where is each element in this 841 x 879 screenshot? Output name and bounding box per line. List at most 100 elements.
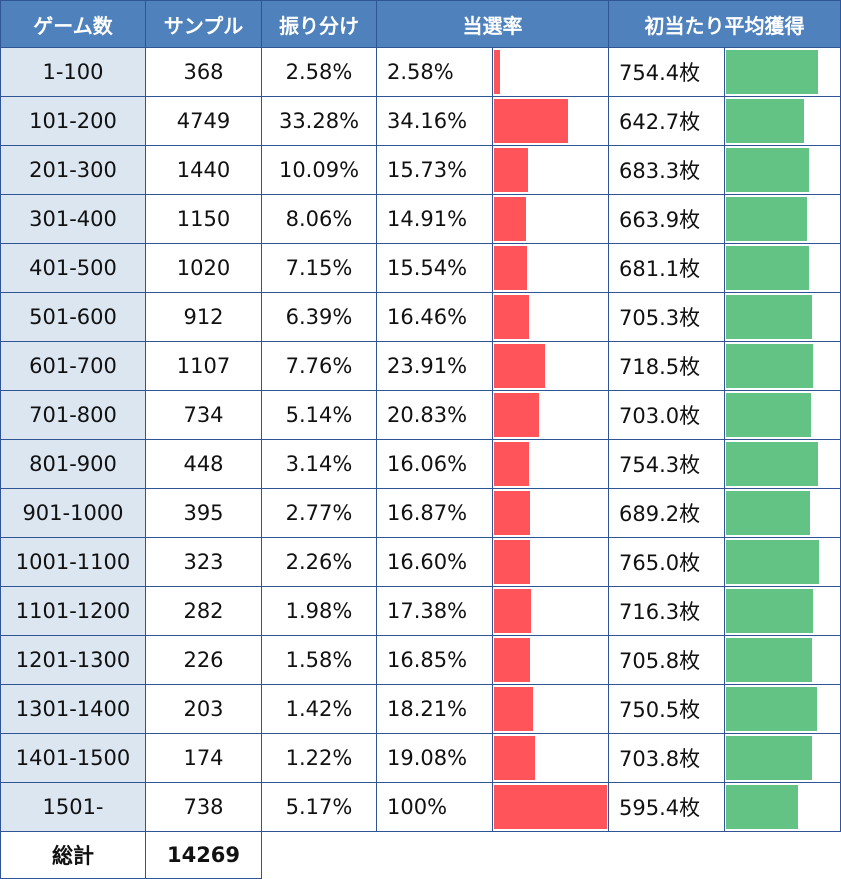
avg-medals-bar	[726, 393, 812, 437]
distribution: 5.14%	[261, 390, 377, 440]
sample-count: 174	[145, 733, 262, 783]
distribution: 10.09%	[261, 145, 377, 195]
avg-medals-bar	[726, 344, 814, 388]
avg-medals-bar	[726, 540, 819, 584]
avg-medals-bar	[726, 148, 810, 192]
distribution: 2.77%	[261, 488, 377, 538]
avg-medals-bar	[726, 785, 799, 829]
game-range: 1501-	[0, 782, 146, 832]
game-range: 701-800	[0, 390, 146, 440]
table-row: 401-500 1020 7.15% 15.54% 681.1枚	[0, 243, 841, 293]
avg-medals: 703.8枚	[608, 733, 725, 783]
sample-count: 226	[145, 635, 262, 685]
sample-count: 395	[145, 488, 262, 538]
table-row: 301-400 1150 8.06% 14.91% 663.9枚	[0, 194, 841, 244]
hit-rate-bar	[494, 785, 607, 829]
avg-medals-bar	[726, 589, 814, 633]
game-range: 601-700	[0, 341, 146, 391]
hit-rate: 16.06%	[376, 439, 493, 489]
hit-rate: 18.21%	[376, 684, 493, 734]
table-row: 801-900 448 3.14% 16.06% 754.3枚	[0, 439, 841, 489]
hit-rate: 16.87%	[376, 488, 493, 538]
hit-rate-bar-cell	[492, 439, 609, 489]
hit-rate-bar	[494, 736, 536, 780]
hit-rate-bar	[494, 246, 528, 290]
game-range: 1401-1500	[0, 733, 146, 783]
hit-rate-bar-cell	[492, 292, 609, 342]
hit-rate-bar-cell	[492, 782, 609, 832]
hit-rate-bar	[494, 344, 546, 388]
total-label: 総計	[0, 831, 146, 879]
avg-medals: 689.2枚	[608, 488, 725, 538]
hit-rate-bar	[494, 393, 539, 437]
hit-rate: 34.16%	[376, 96, 493, 146]
header-distribution: 振り分け	[261, 0, 377, 48]
avg-medals: 705.8枚	[608, 635, 725, 685]
distribution: 7.15%	[261, 243, 377, 293]
hit-rate-bar	[494, 99, 568, 143]
game-range: 901-1000	[0, 488, 146, 538]
hit-rate: 16.46%	[376, 292, 493, 342]
game-range: 301-400	[0, 194, 146, 244]
hit-rate-bar-cell	[492, 194, 609, 244]
hit-rate-bar-cell	[492, 537, 609, 587]
avg-medals-bar-cell	[724, 733, 841, 783]
hit-rate: 19.08%	[376, 733, 493, 783]
sample-count: 448	[145, 439, 262, 489]
hit-rate-bar-cell	[492, 488, 609, 538]
header-row: ゲーム数 サンプル 振り分け 当選率 初当たり平均獲得	[0, 0, 841, 48]
distribution: 5.17%	[261, 782, 377, 832]
avg-medals-bar	[726, 491, 810, 535]
hit-rate: 23.91%	[376, 341, 493, 391]
distribution: 8.06%	[261, 194, 377, 244]
avg-medals-bar-cell	[724, 635, 841, 685]
avg-medals: 683.3枚	[608, 145, 725, 195]
empty	[262, 832, 841, 879]
hit-rate-bar	[494, 197, 527, 241]
table-row: 1001-1100 323 2.26% 16.60% 765.0枚	[0, 537, 841, 587]
sample-count: 323	[145, 537, 262, 587]
avg-medals-bar-cell	[724, 537, 841, 587]
distribution: 6.39%	[261, 292, 377, 342]
hit-rate-bar	[494, 148, 528, 192]
avg-medals: 663.9枚	[608, 194, 725, 244]
hit-rate-bar-cell	[492, 47, 609, 97]
hit-rate-bar	[494, 50, 500, 94]
hit-rate: 14.91%	[376, 194, 493, 244]
game-range: 401-500	[0, 243, 146, 293]
total-value: 14269	[145, 831, 262, 879]
avg-medals-bar	[726, 687, 818, 731]
hit-rate-bar-cell	[492, 635, 609, 685]
hit-rate-bar	[494, 638, 531, 682]
avg-medals-bar	[726, 50, 818, 94]
sample-count: 738	[145, 782, 262, 832]
hit-rate-bar	[494, 491, 531, 535]
avg-medals: 765.0枚	[608, 537, 725, 587]
avg-medals-bar	[726, 295, 812, 339]
avg-medals: 703.0枚	[608, 390, 725, 440]
hit-rate-bar-cell	[492, 145, 609, 195]
table-row: 901-1000 395 2.77% 16.87% 689.2枚	[0, 488, 841, 538]
avg-medals: 754.3枚	[608, 439, 725, 489]
avg-medals-bar-cell	[724, 341, 841, 391]
table-row: 1401-1500 174 1.22% 19.08% 703.8枚	[0, 733, 841, 783]
sample-count: 4749	[145, 96, 262, 146]
avg-medals: 750.5枚	[608, 684, 725, 734]
hit-rate-bar-cell	[492, 96, 609, 146]
table-row: 601-700 1107 7.76% 23.91% 718.5枚	[0, 341, 841, 391]
hit-rate-bar-cell	[492, 243, 609, 293]
avg-medals-bar-cell	[724, 47, 841, 97]
table-row: 1301-1400 203 1.42% 18.21% 750.5枚	[0, 684, 841, 734]
avg-medals: 705.3枚	[608, 292, 725, 342]
hit-rate: 17.38%	[376, 586, 493, 636]
avg-medals: 754.4枚	[608, 47, 725, 97]
hit-rate: 15.54%	[376, 243, 493, 293]
table-row: 201-300 1440 10.09% 15.73% 683.3枚	[0, 145, 841, 195]
hit-rate-bar	[494, 589, 532, 633]
avg-medals: 718.5枚	[608, 341, 725, 391]
hit-rate: 16.60%	[376, 537, 493, 587]
avg-medals-bar-cell	[724, 145, 841, 195]
header-sample: サンプル	[145, 0, 262, 48]
avg-medals-bar	[726, 638, 812, 682]
